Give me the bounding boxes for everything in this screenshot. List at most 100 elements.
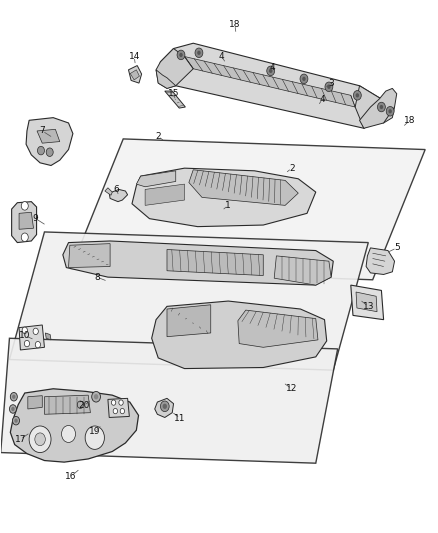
Circle shape bbox=[61, 425, 75, 442]
Polygon shape bbox=[166, 305, 210, 337]
Text: 3: 3 bbox=[328, 78, 333, 87]
Text: 16: 16 bbox=[65, 472, 76, 481]
Circle shape bbox=[29, 426, 51, 453]
Text: 6: 6 bbox=[113, 185, 119, 194]
Circle shape bbox=[10, 405, 16, 413]
Circle shape bbox=[385, 107, 393, 116]
Text: 7: 7 bbox=[39, 126, 45, 135]
Circle shape bbox=[355, 93, 358, 98]
Polygon shape bbox=[158, 43, 381, 128]
Circle shape bbox=[119, 400, 123, 405]
Text: 11: 11 bbox=[174, 414, 185, 423]
Text: 10: 10 bbox=[19, 331, 31, 340]
Text: 4: 4 bbox=[268, 63, 274, 71]
Polygon shape bbox=[237, 310, 317, 348]
Polygon shape bbox=[274, 256, 330, 285]
Polygon shape bbox=[166, 249, 263, 276]
Circle shape bbox=[46, 148, 53, 157]
Text: 4: 4 bbox=[219, 52, 224, 61]
Circle shape bbox=[37, 147, 44, 155]
Polygon shape bbox=[354, 86, 394, 128]
Text: 14: 14 bbox=[128, 52, 140, 61]
Polygon shape bbox=[136, 171, 175, 187]
Circle shape bbox=[85, 426, 104, 449]
Circle shape bbox=[326, 85, 330, 89]
Polygon shape bbox=[10, 232, 367, 370]
Circle shape bbox=[35, 433, 45, 446]
Text: 17: 17 bbox=[14, 435, 26, 444]
Polygon shape bbox=[188, 169, 297, 205]
Polygon shape bbox=[37, 130, 60, 143]
Circle shape bbox=[179, 53, 182, 57]
Polygon shape bbox=[164, 91, 185, 108]
Polygon shape bbox=[130, 70, 139, 80]
Polygon shape bbox=[145, 184, 184, 205]
Polygon shape bbox=[109, 189, 127, 201]
Circle shape bbox=[353, 91, 360, 100]
Text: 19: 19 bbox=[89, 427, 100, 436]
Circle shape bbox=[177, 50, 184, 60]
Circle shape bbox=[160, 401, 169, 411]
Polygon shape bbox=[365, 248, 394, 274]
Polygon shape bbox=[28, 395, 42, 409]
Text: 8: 8 bbox=[94, 273, 99, 281]
Circle shape bbox=[11, 407, 14, 411]
Polygon shape bbox=[350, 285, 383, 320]
Circle shape bbox=[24, 341, 29, 347]
Circle shape bbox=[324, 82, 332, 92]
Circle shape bbox=[111, 400, 116, 405]
Polygon shape bbox=[108, 398, 129, 417]
Circle shape bbox=[22, 327, 27, 334]
Circle shape bbox=[11, 392, 17, 401]
Circle shape bbox=[12, 416, 19, 425]
Text: 5: 5 bbox=[393, 244, 399, 253]
Circle shape bbox=[388, 109, 391, 114]
Polygon shape bbox=[355, 292, 376, 312]
Circle shape bbox=[299, 74, 307, 84]
Circle shape bbox=[197, 51, 200, 55]
Text: 2: 2 bbox=[155, 132, 161, 141]
Polygon shape bbox=[19, 212, 33, 229]
Circle shape bbox=[120, 408, 124, 414]
Polygon shape bbox=[63, 241, 332, 285]
Polygon shape bbox=[26, 118, 73, 165]
Circle shape bbox=[379, 105, 382, 109]
Text: 4: 4 bbox=[319, 94, 325, 103]
Text: 15: 15 bbox=[167, 89, 179, 98]
Circle shape bbox=[94, 394, 98, 399]
Text: 1: 1 bbox=[225, 201, 230, 210]
Polygon shape bbox=[359, 88, 396, 128]
Circle shape bbox=[268, 69, 272, 73]
Circle shape bbox=[113, 408, 117, 414]
Polygon shape bbox=[154, 398, 173, 417]
Polygon shape bbox=[12, 201, 36, 243]
Polygon shape bbox=[19, 325, 44, 350]
Circle shape bbox=[35, 342, 40, 348]
Circle shape bbox=[77, 401, 83, 408]
Text: 18: 18 bbox=[229, 20, 240, 29]
Circle shape bbox=[301, 77, 305, 81]
Text: 9: 9 bbox=[33, 214, 39, 223]
Polygon shape bbox=[105, 188, 112, 195]
Polygon shape bbox=[1, 338, 337, 463]
Polygon shape bbox=[128, 66, 141, 83]
Polygon shape bbox=[68, 244, 110, 268]
Text: 13: 13 bbox=[362, 302, 373, 311]
Text: 12: 12 bbox=[286, 384, 297, 393]
Polygon shape bbox=[184, 56, 354, 107]
Circle shape bbox=[21, 233, 28, 241]
Polygon shape bbox=[11, 389, 138, 462]
Polygon shape bbox=[155, 49, 193, 88]
Circle shape bbox=[266, 66, 274, 76]
Circle shape bbox=[377, 102, 385, 112]
Polygon shape bbox=[71, 139, 424, 280]
Circle shape bbox=[194, 48, 202, 58]
Circle shape bbox=[21, 201, 28, 210]
Circle shape bbox=[14, 418, 18, 423]
Circle shape bbox=[12, 394, 15, 399]
Polygon shape bbox=[151, 301, 326, 368]
Polygon shape bbox=[45, 333, 51, 340]
Text: 2: 2 bbox=[288, 164, 294, 173]
Polygon shape bbox=[155, 70, 175, 88]
Circle shape bbox=[92, 391, 100, 402]
